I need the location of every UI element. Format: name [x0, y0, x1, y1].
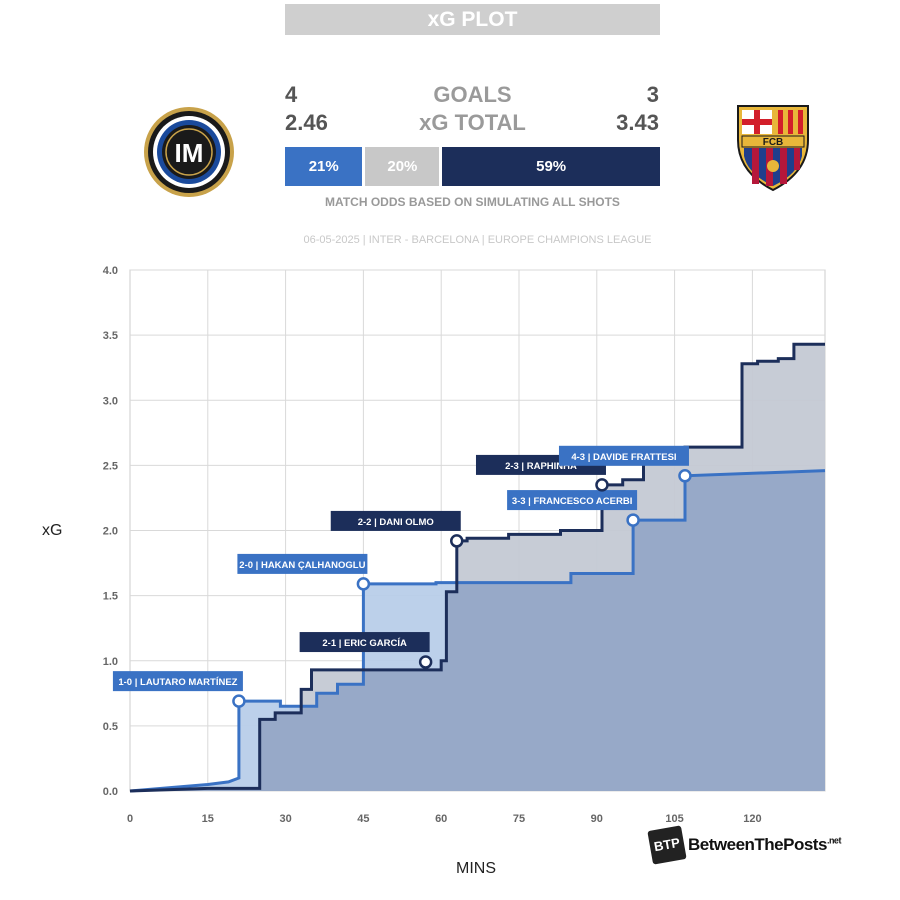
y-tick-label: 2.0: [103, 526, 118, 538]
goal-marker: [418, 655, 433, 669]
plot-area: [129, 269, 826, 792]
brand-name: BetweenThePosts.net: [688, 835, 841, 855]
x-tick-label: 45: [357, 813, 369, 825]
away-win-odds-bar: 59%: [442, 147, 660, 186]
y-tick-label: 4.0: [103, 265, 118, 277]
goal-label: 2-2 | DANI OLMO: [358, 517, 434, 528]
away-win-odds: 59%: [536, 158, 567, 175]
away-xg-total: 3.43: [616, 110, 659, 135]
goal-label: 2-3 | RAPHINHA: [505, 461, 577, 472]
x-tick-label: 15: [202, 813, 214, 825]
draw-odds-bar: 20%: [365, 147, 440, 186]
x-tick-label: 30: [279, 813, 291, 825]
line-layer: [129, 342, 826, 793]
away-area: [130, 344, 825, 791]
away-goals: 3: [646, 82, 659, 107]
x-tick-label: 60: [435, 813, 447, 825]
x-tick-label: 120: [743, 813, 761, 825]
away-xg-line: [129, 342, 825, 793]
barcelona-badge-letters: FCB: [763, 137, 784, 148]
goal-label: 1-0 | LAUTARO MARTÍNEZ: [118, 677, 237, 688]
grid-layer: [129, 269, 826, 792]
odds-caption: MATCH ODDS BASED ON SIMULATING ALL SHOTS: [325, 195, 620, 209]
y-tick-label: 0.0: [103, 786, 118, 798]
goal-label-box: [112, 671, 243, 692]
home-win-odds-bar: 21%: [285, 147, 363, 186]
goal-label: 4-3 | DAVIDE FRATTESI: [571, 452, 676, 463]
x-tick-label: 105: [665, 813, 683, 825]
goal-label-box: [475, 454, 606, 475]
y-tick-label: 1.0: [103, 656, 118, 668]
y-tick-label: 1.5: [103, 591, 118, 603]
x-tick-label: 75: [513, 813, 525, 825]
chart-title: xG PLOT: [427, 8, 518, 31]
goal-label-box: [507, 490, 638, 511]
goal-marker: [450, 534, 464, 548]
goal-marker: [595, 478, 609, 492]
barcelona-badge-icon: FCB: [737, 105, 809, 192]
goal-marker: [232, 694, 246, 708]
home-xg-line: [129, 469, 826, 793]
goal-marker: [356, 577, 371, 591]
brand-logo: BTP BetweenThePosts.net: [647, 825, 841, 865]
goal-label-layer: 1-0 | LAUTARO MARTÍNEZ 2-0 | HAKAN ÇALHAN…: [112, 445, 689, 692]
goal-marker: [678, 469, 692, 483]
goal-marker-layer: [232, 469, 692, 708]
home-area: [130, 470, 825, 791]
y-tick-label: 0.5: [103, 721, 118, 733]
x-axis-title: MINS: [456, 860, 496, 877]
goal-label-box: [330, 510, 461, 531]
brand-suffix: .net: [826, 835, 842, 846]
goal-label: 3-3 | FRANCESCO ACERBI: [512, 496, 633, 507]
goal-label: 2-1 | ERIC GARCÍA: [322, 638, 407, 649]
goal-label-box: [299, 632, 430, 653]
y-tick-label: 3.0: [103, 395, 118, 407]
brand-mark: BTP: [647, 825, 687, 865]
x-tick-label: 90: [591, 813, 603, 825]
home-xg-total: 2.46: [285, 110, 328, 135]
chart-title-bar: xG PLOT: [285, 4, 660, 35]
home-goals: 4: [285, 82, 298, 107]
overlap-area: [130, 470, 825, 791]
match-info: 06-05-2025 | INTER - BARCELONA | EUROPE …: [303, 234, 652, 246]
draw-odds: 20%: [387, 158, 418, 175]
xg-total-label: xG TOTAL: [419, 110, 526, 135]
tick-layer: 0 15 30 45 60 75 90 105 120 0.0 0.5 1.0 1.5 2.0 2.5 3.0…: [103, 265, 762, 825]
goal-label-box: [558, 445, 689, 466]
inter-badge-icon: IM: [144, 107, 234, 197]
goal-label-box: [237, 553, 368, 574]
goal-label: 2-0 | HAKAN ÇALHANOGLU: [239, 560, 365, 571]
goals-label: GOALS: [433, 82, 512, 107]
x-tick-label: 0: [127, 813, 133, 825]
area-layer: [130, 344, 825, 791]
goal-marker: [626, 513, 640, 527]
y-tick-label: 2.5: [103, 460, 118, 472]
home-win-odds: 21%: [308, 158, 339, 175]
y-tick-label: 3.5: [103, 330, 118, 342]
inter-badge-letters: IM: [175, 138, 204, 168]
y-axis-title: xG: [42, 522, 63, 539]
brand-name-text: BetweenThePosts: [688, 835, 827, 854]
